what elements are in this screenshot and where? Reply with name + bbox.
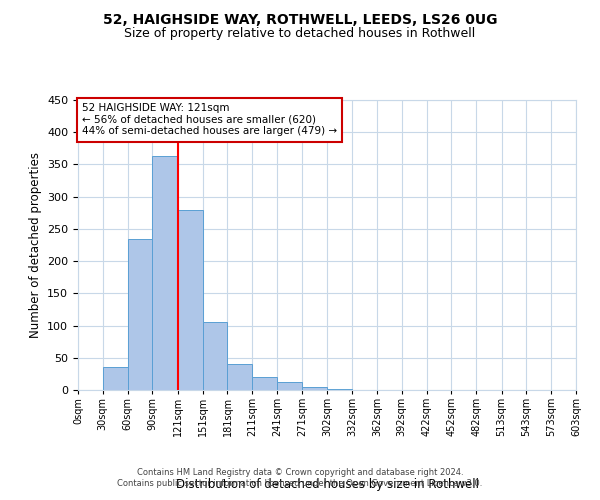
Bar bbox=[128, 238, 152, 390]
Text: Size of property relative to detached houses in Rothwell: Size of property relative to detached ho… bbox=[124, 28, 476, 40]
Bar bbox=[178, 210, 203, 390]
Bar bbox=[277, 382, 302, 390]
Y-axis label: Number of detached properties: Number of detached properties bbox=[29, 152, 41, 338]
Bar bbox=[203, 322, 227, 390]
X-axis label: Distribution of detached houses by size in Rothwell: Distribution of detached houses by size … bbox=[176, 478, 479, 491]
Text: 52 HAIGHSIDE WAY: 121sqm
← 56% of detached houses are smaller (620)
44% of semi-: 52 HAIGHSIDE WAY: 121sqm ← 56% of detach… bbox=[82, 103, 337, 136]
Bar bbox=[252, 377, 277, 390]
Bar bbox=[103, 368, 128, 390]
Text: Contains HM Land Registry data © Crown copyright and database right 2024.
Contai: Contains HM Land Registry data © Crown c… bbox=[118, 468, 482, 487]
Bar bbox=[302, 387, 328, 390]
Text: 52, HAIGHSIDE WAY, ROTHWELL, LEEDS, LS26 0UG: 52, HAIGHSIDE WAY, ROTHWELL, LEEDS, LS26… bbox=[103, 12, 497, 26]
Bar bbox=[152, 156, 178, 390]
Bar bbox=[227, 364, 252, 390]
